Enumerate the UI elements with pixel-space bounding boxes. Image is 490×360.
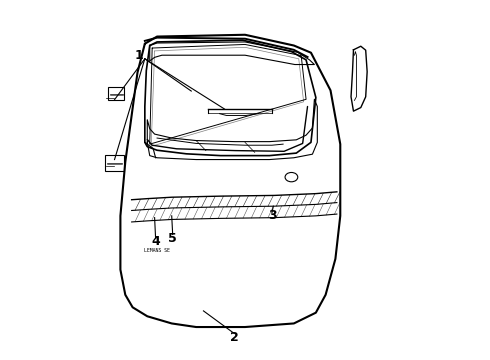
FancyBboxPatch shape	[105, 155, 124, 171]
Text: LEMANS SE: LEMANS SE	[144, 248, 170, 253]
Text: 3: 3	[268, 210, 277, 222]
Text: 5: 5	[168, 231, 177, 244]
Text: 1: 1	[135, 49, 144, 62]
FancyBboxPatch shape	[108, 87, 124, 100]
Text: 2: 2	[230, 331, 239, 344]
Text: 4: 4	[151, 235, 160, 248]
